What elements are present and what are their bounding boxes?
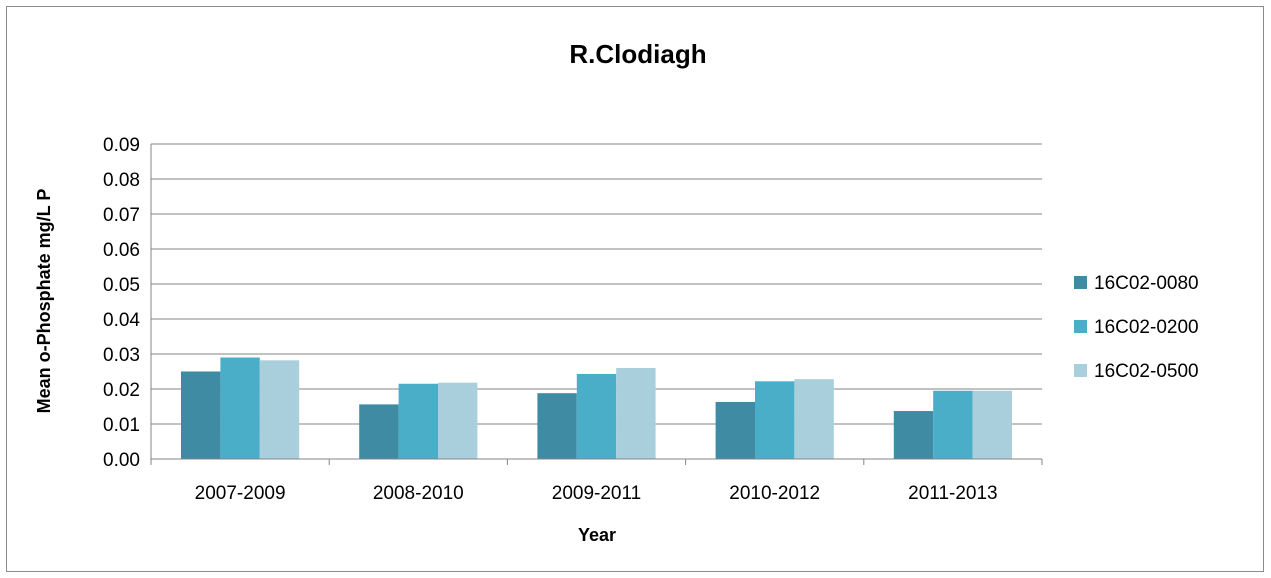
legend-swatch-16c02-0200 <box>1074 320 1087 333</box>
bar-16c02-0200-2010-2012 <box>755 381 795 459</box>
bar-16c02-0080-2011-2013 <box>893 411 934 459</box>
y-tick-label-0-04: 0.04 <box>103 310 140 331</box>
y-tick-label-0-02: 0.02 <box>103 380 140 401</box>
bar-16c02-0200-2007-2009 <box>220 357 260 459</box>
bar-16c02-0080-2007-2009 <box>181 371 221 459</box>
chart-title: R.Clodiagh <box>569 39 706 69</box>
bar-16c02-0080-2008-2010 <box>359 404 399 459</box>
y-tick-label-0-07: 0.07 <box>103 205 140 226</box>
x-tick-label-2011-2013: 2011-2013 <box>908 483 997 504</box>
chart-area <box>6 6 1264 572</box>
bar-16c02-0500-2009-2011 <box>616 368 656 459</box>
bar-16c02-0200-2008-2010 <box>398 383 438 459</box>
x-axis-title: Year <box>578 525 616 545</box>
bar-16c02-0500-2007-2009 <box>259 360 300 459</box>
gridlines <box>151 143 1042 425</box>
axes <box>150 144 1043 465</box>
legend-swatch-16c02-0080 <box>1074 276 1087 289</box>
x-tick-label-2010-2012: 2010-2012 <box>729 483 820 504</box>
y-axis-title: Mean o-Phosphate mg/L P <box>34 189 54 414</box>
y-tick-label-0-01: 0.01 <box>103 415 140 436</box>
y-tick-label-0-00: 0.00 <box>103 450 140 471</box>
bar-16c02-0200-2009-2011 <box>576 373 617 459</box>
legend: 16C02-0080 16C02-0200 16C02-0500 <box>1074 273 1199 382</box>
y-tick-label-0-03: 0.03 <box>103 345 140 366</box>
y-tick-label-0-08: 0.08 <box>103 170 140 191</box>
y-tick-label-0-09: 0.09 <box>103 135 140 156</box>
bar-16c02-0200-2011-2013 <box>933 390 973 459</box>
x-tick-label-2008-2010: 2008-2010 <box>373 483 464 504</box>
bar-16c02-0080-2010-2012 <box>715 401 755 459</box>
legend-label-16c02-0080: 16C02-0080 <box>1094 273 1199 294</box>
legend-swatch-16c02-0500 <box>1074 364 1087 377</box>
y-tick-labels: 0.00 0.01 0.02 0.03 0.04 0.05 0.06 0.07 0.08 0.09 <box>103 135 140 471</box>
bar-16c02-0500-2008-2010 <box>438 382 478 459</box>
bars <box>181 357 1012 459</box>
y-tick-label-0-05: 0.05 <box>103 275 140 296</box>
bar-16c02-0500-2010-2012 <box>794 379 834 459</box>
x-tick-labels: 2007-2009 2008-2010 2009-2011 2010-2012 2011… <box>195 483 998 504</box>
bar-16c02-0500-2011-2013 <box>972 390 1012 459</box>
x-tick-label-2009-2011: 2009-2011 <box>552 483 641 504</box>
y-tick-label-0-06: 0.06 <box>103 240 140 261</box>
bar-16c02-0080-2009-2011 <box>537 393 577 459</box>
legend-label-16c02-0500: 16C02-0500 <box>1094 361 1199 382</box>
legend-label-16c02-0200: 16C02-0200 <box>1094 317 1199 338</box>
x-tick-label-2007-2009: 2007-2009 <box>195 483 286 504</box>
